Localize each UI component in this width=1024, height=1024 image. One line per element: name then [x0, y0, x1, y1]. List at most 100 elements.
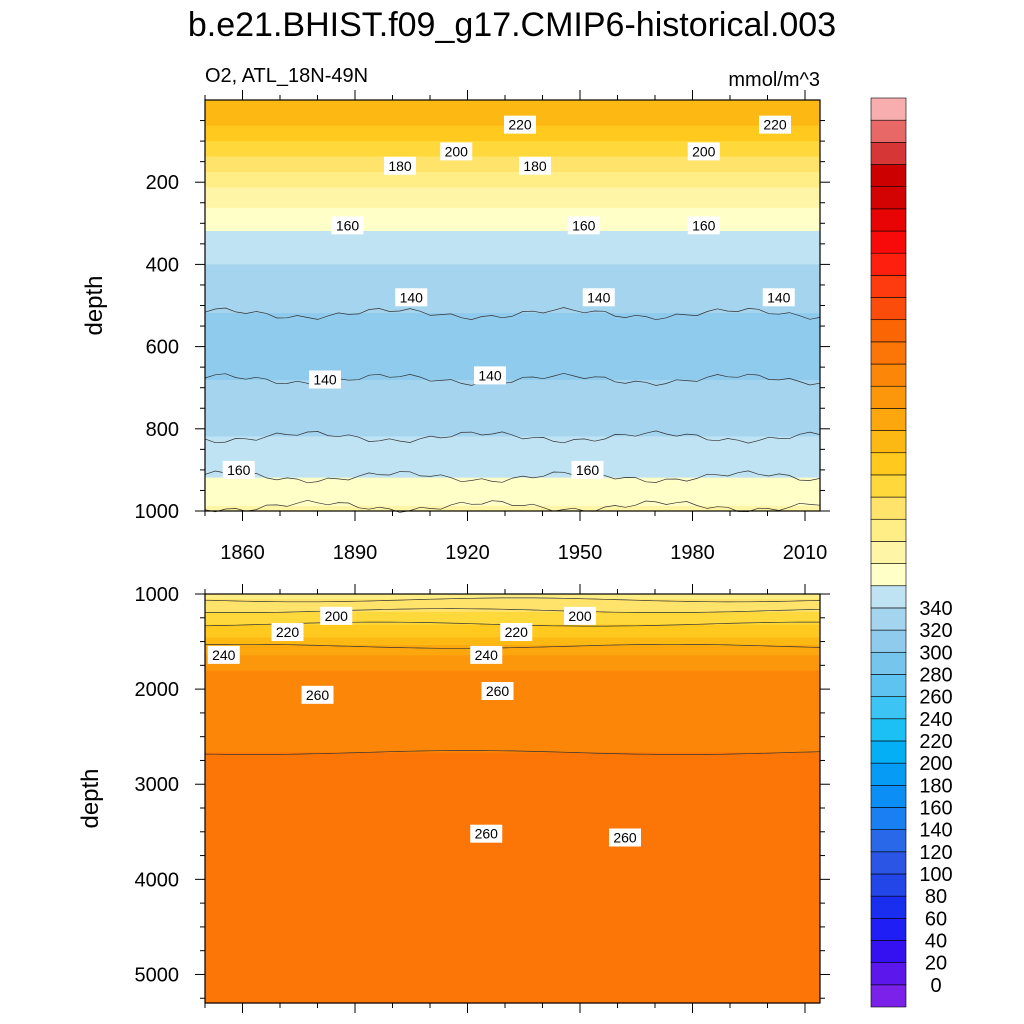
contour-band: [205, 910, 820, 915]
contour-band: [205, 159, 820, 163]
x-tick-label: 1860: [220, 542, 265, 564]
contour-band: [205, 354, 820, 358]
contour-band: [205, 660, 820, 664]
contour-band: [205, 875, 820, 879]
contour-band: [205, 495, 820, 499]
contour-band: [205, 913, 820, 917]
colorbar-label: 180: [919, 775, 952, 797]
colorbar-swatch: [870, 829, 907, 853]
contour-label-text: 220: [508, 117, 532, 133]
colorbar-label: 200: [919, 753, 952, 775]
y-tick-label: 2000: [135, 679, 180, 701]
contour-band: [205, 765, 820, 769]
contour-band: [205, 418, 820, 422]
contour-label: 200: [564, 606, 596, 625]
contour-band: [205, 210, 820, 214]
contour-band: [205, 732, 820, 736]
colorbar-label: 0: [930, 975, 941, 997]
contour-band: [205, 308, 820, 312]
contour-label-text: 200: [692, 143, 716, 159]
colorbar-swatch: [870, 895, 907, 919]
contour-band: [205, 408, 820, 412]
contour-label-text: 220: [276, 624, 300, 640]
contour-band: [205, 372, 820, 376]
contour-band: [205, 213, 820, 217]
colorbar-label: 280: [919, 664, 952, 686]
contour-band: [205, 189, 820, 194]
contour-label: 220: [504, 115, 536, 134]
contour-band: [205, 841, 820, 846]
contour-band: [205, 706, 820, 710]
contour-band: [205, 290, 820, 294]
contour-band: [205, 469, 820, 474]
colorbar-swatch: [870, 297, 907, 321]
contour-band: [205, 410, 820, 414]
contour-band: [205, 148, 820, 152]
contour-band: [205, 829, 820, 833]
contour-band: [205, 220, 820, 224]
contour-band: [205, 246, 820, 250]
contour-label: 200: [320, 606, 353, 625]
contour-band: [205, 292, 820, 296]
contour-band: [205, 166, 820, 170]
contour-band: [205, 202, 820, 206]
contour-band: [205, 423, 820, 427]
contour-band: [205, 282, 820, 286]
contour-band: [205, 143, 820, 147]
contour-band: [205, 362, 820, 366]
contour-band: [205, 328, 820, 332]
units-label: mmol/m^3: [728, 69, 820, 91]
contour-band: [205, 844, 820, 848]
contour-band: [205, 467, 820, 471]
colorbar-swatch: [870, 585, 907, 609]
contour-band: [205, 824, 820, 828]
contour-label: 140: [309, 370, 341, 389]
contour-band: [205, 331, 820, 335]
contour-band: [205, 933, 820, 938]
x-axis: 1860 1890 1920 1950 1980 2010: [204, 90, 827, 564]
colorbar-label: 260: [919, 687, 952, 709]
contour-band: [205, 985, 820, 989]
contour-band: [205, 243, 820, 248]
contour-label-text: 240: [212, 647, 236, 663]
colorbar-swatch: [870, 408, 907, 431]
contour-band: [205, 898, 820, 902]
contour-band: [205, 908, 820, 912]
contour-band: [205, 161, 820, 165]
colorbar-label: 220: [919, 731, 952, 753]
contour-band: [205, 192, 820, 196]
contour-band: [205, 485, 820, 489]
colorbar-swatch: [870, 208, 907, 232]
contour-band: [205, 668, 820, 672]
contour-band: [205, 760, 820, 764]
contour-band: [205, 500, 820, 504]
contour-band: [205, 177, 820, 181]
contour-band: [205, 941, 820, 945]
contour-band: [205, 254, 820, 258]
contour-band: [205, 755, 820, 759]
y-tick-label: 1000: [135, 584, 180, 606]
contour-band: [205, 645, 820, 649]
contour-band: [205, 729, 820, 733]
colorbar-label: 60: [925, 908, 947, 930]
colorbar-swatch: [870, 718, 907, 742]
contour-band: [205, 493, 820, 497]
contour-band: [205, 256, 820, 260]
contour-band: [205, 164, 820, 168]
contour-band: [205, 428, 820, 432]
contour-label-text: 180: [523, 158, 547, 174]
contour-band: [205, 110, 820, 114]
contour-band: [205, 503, 820, 507]
contour-band: [205, 862, 820, 866]
contour-band: [205, 472, 820, 476]
contour-band: [205, 462, 820, 466]
contour-label: 220: [271, 623, 304, 642]
contour-band: [205, 619, 820, 623]
contour-band: [205, 964, 820, 968]
contour-band: [205, 849, 820, 853]
contour-labels: 220 220 200 200 180 180 160 160 160 140 140 140 140 1…: [222, 115, 795, 479]
contour-band: [205, 614, 820, 618]
colorbar-label: 240: [919, 709, 952, 731]
contour-band: [205, 174, 820, 178]
